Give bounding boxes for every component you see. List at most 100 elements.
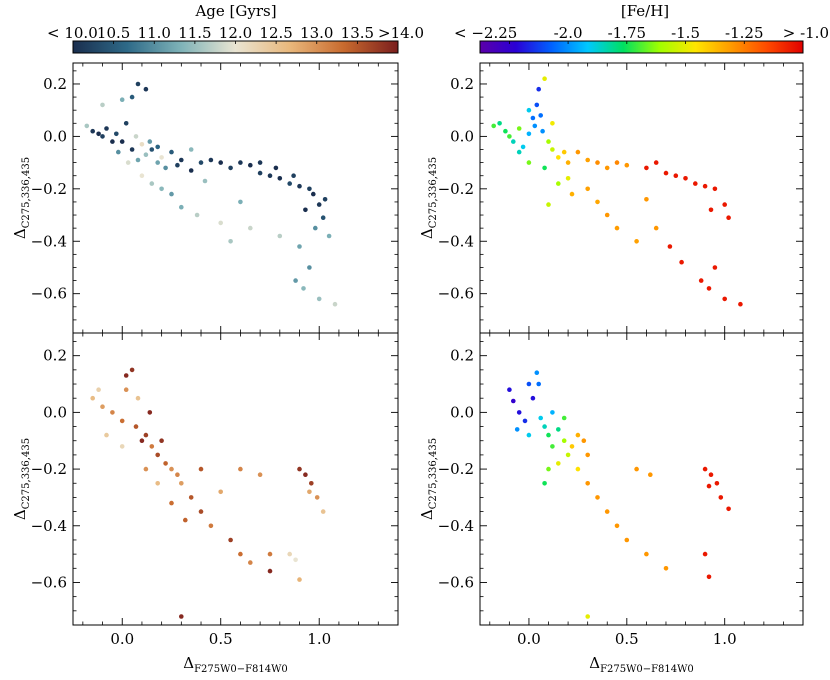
y-tick-label: −0.2 — [31, 180, 67, 198]
x-axis-label-subscript: F275W0−F814W0 — [600, 664, 694, 675]
colorbar-age-tick-label: 13.0 — [300, 24, 333, 42]
y-tick-label: 0.2 — [450, 347, 474, 365]
colorbar-age-title: Age [Gyrs] — [194, 2, 276, 20]
scatter-point — [634, 466, 639, 472]
scatter-point — [604, 165, 610, 171]
scatter-point — [273, 165, 279, 171]
x-tick-label: 0.5 — [615, 630, 639, 648]
scatter-point — [516, 126, 522, 131]
scatter-point — [208, 157, 214, 163]
scatter-point — [561, 149, 567, 155]
scatter-point — [314, 495, 320, 500]
scatter-point — [503, 128, 508, 134]
scatter-point — [277, 176, 283, 181]
x-axis-label: ΔF275W0−F814W0 — [183, 654, 288, 675]
scatter-point — [198, 160, 204, 165]
y-tick-label: 0.2 — [43, 347, 67, 365]
scatter-point — [326, 233, 332, 239]
scatter-point — [309, 481, 314, 486]
scatter-point — [614, 225, 620, 231]
scatter-point — [708, 207, 714, 213]
scatter-point — [194, 212, 200, 218]
scatter-point — [123, 121, 129, 126]
scatter-point — [110, 139, 115, 144]
scatter-point — [320, 509, 326, 514]
y-tick-label: −0.6 — [31, 285, 67, 303]
scatter-point — [139, 142, 145, 147]
scatter-point — [301, 286, 306, 291]
scatter-point — [316, 202, 322, 207]
scatter-point — [287, 551, 293, 557]
scatter-point — [135, 157, 141, 163]
scatter-point — [702, 551, 708, 557]
x-tick-label: 0.0 — [517, 630, 541, 648]
scatter-point — [604, 212, 610, 218]
y-tick-label: 0.2 — [450, 75, 474, 93]
scatter-point — [267, 173, 273, 178]
scatter-point — [307, 489, 312, 495]
colorbar-age-tick-label: 13.5 — [341, 24, 374, 42]
scatter-point — [526, 131, 532, 137]
scatter-point — [143, 86, 149, 92]
scatter-point — [133, 134, 139, 139]
scatter-point — [143, 466, 149, 472]
scatter-point — [556, 181, 561, 186]
scatter-point — [738, 301, 743, 307]
scatter-point — [556, 155, 561, 160]
scatter-point — [129, 367, 135, 373]
scatter-point — [511, 139, 516, 144]
scatter-point — [188, 495, 194, 500]
plot-frame — [479, 332, 804, 626]
x-tick-label: 1.0 — [713, 630, 737, 648]
scatter-point — [534, 370, 540, 376]
scatter-point — [163, 165, 168, 171]
x-axis-label-symbol: Δ — [183, 654, 194, 672]
scatter-point — [585, 186, 590, 192]
scatter-point — [679, 259, 684, 265]
scatter-point — [546, 466, 551, 472]
scatter-point — [604, 509, 610, 514]
x-tick-label: 0.0 — [110, 630, 134, 648]
scatter-point — [147, 139, 153, 144]
plot-frame — [72, 332, 399, 626]
y-tick-label: 0.0 — [43, 127, 67, 145]
scatter-point — [653, 160, 659, 165]
panel-top-left: 0.2 0.0 −0.2 −0.4 −0.6 ΔC275,336,435 — [11, 62, 399, 334]
scatter-point — [135, 81, 141, 87]
scatter-point — [561, 415, 567, 421]
scatter-point — [712, 186, 718, 192]
colorbar-age-tick-label: 11.5 — [178, 24, 211, 42]
scatter-point — [228, 537, 233, 543]
scatter-point — [332, 301, 338, 307]
scatter-point — [277, 233, 283, 239]
scatter-point — [520, 144, 526, 150]
scatter-point — [110, 410, 115, 415]
scatter-point — [507, 134, 512, 139]
scatter-point — [159, 155, 164, 160]
scatter-point — [693, 181, 698, 186]
scatter-point — [595, 160, 600, 165]
scatter-point — [179, 204, 184, 210]
scatter-point — [714, 481, 720, 486]
scatter-point — [248, 560, 253, 565]
scatter-point — [179, 481, 184, 486]
scatter-point — [175, 162, 180, 168]
scatter-point — [514, 427, 520, 432]
scatter-point — [320, 215, 326, 220]
colorbar-age: Age [Gyrs] < 10.0 10.5 11.0 11.5 12.0 12.5 13.0… — [47, 2, 424, 54]
colorbar-feh-bar — [479, 40, 804, 54]
scatter-point — [534, 102, 540, 108]
scatter-point — [702, 183, 708, 189]
scatter-point — [491, 123, 497, 129]
colorbar-age-tick-label: 10.5 — [97, 24, 130, 42]
y-tick-label: 0.0 — [450, 127, 474, 145]
y-tick-label: 0.2 — [43, 75, 67, 93]
y-tick-label: 0.0 — [450, 403, 474, 421]
scatter-point — [706, 483, 712, 489]
scatter-point — [159, 186, 164, 192]
scatter-point — [238, 160, 243, 165]
scatter-point — [585, 481, 590, 486]
scatter-point — [311, 191, 316, 197]
scatter-point — [706, 574, 712, 580]
